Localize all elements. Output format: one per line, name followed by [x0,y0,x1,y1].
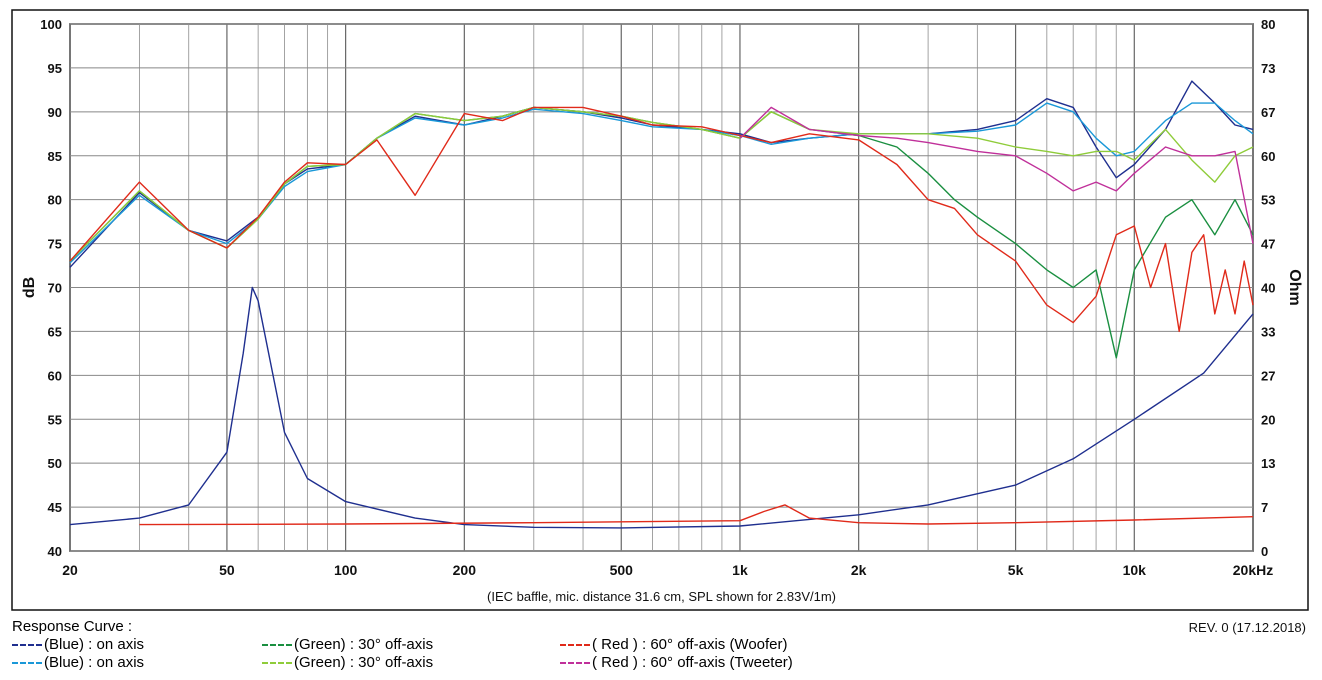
series-line-6 [69,286,1254,529]
y-tick-label: 100 [40,17,62,32]
x-tick-label: 2k [851,562,867,578]
y2-tick-label: 0 [1261,544,1268,559]
y2-tick-label: 47 [1261,237,1275,252]
y2-tick-label: 20 [1261,412,1275,427]
y2-tick-label: 67 [1261,105,1275,120]
x-tick-label: 500 [610,562,634,578]
y2-tick-label: 13 [1261,456,1275,471]
legend-item: (Green) : 30° off-axis [262,654,433,671]
x-tick-label: 5k [1008,562,1024,578]
x-tick-label: 100 [334,562,358,578]
x-tick-label: 20kHz [1233,562,1273,578]
legend-item: (Blue) : on axis [12,654,144,671]
frequency-response-chart: 40 45 50 55 60 65 70 75 80 85 90 95 100 0 7 13 20 27 33 40 4… [11,9,1309,611]
legend-swatch [12,661,42,664]
legend-item: (Blue) : on axis [12,636,144,653]
legend-swatch [262,643,292,646]
y-tick-label: 70 [48,281,62,296]
y-tick-label: 50 [48,456,62,471]
series-line-7 [139,504,1254,526]
y2-tick-label: 73 [1261,61,1275,76]
legend-swatch [560,643,590,646]
x-tick-label: 20 [62,562,78,578]
y-tick-label: 45 [48,500,62,515]
y2-tick-label: 60 [1261,149,1275,164]
y-tick-label: 65 [48,324,62,339]
legend-title: Response Curve : [12,618,133,635]
y2-tick-label: 7 [1261,500,1268,515]
y-tick-label: 55 [48,412,62,427]
series-line-3 [69,106,1254,262]
y-tick-label: 85 [48,149,62,164]
y-tick-label: 60 [48,368,62,383]
legend-swatch [262,661,292,664]
chart-annotation: (IEC baffle, mic. distance 31.6 cm, SPL … [487,589,836,604]
y2-tick-label: 80 [1261,17,1275,32]
legend-label: (Blue) : on axis [44,636,145,653]
x-tick-label: 10k [1123,562,1147,578]
series-line-4 [69,106,1254,333]
legend-label: ( Red ) : 60° off-axis (Tweeter) [592,654,793,671]
legend-item: (Green) : 30° off-axis [262,636,433,653]
legend-label: ( Red ) : 60° off-axis (Woofer) [592,636,788,653]
legend-item: ( Red ) : 60° off-axis (Woofer) [560,636,788,653]
y-tick-label: 75 [48,237,62,252]
revision-label: REV. 0 (17.12.2018) [1188,620,1306,635]
y-tick-label: 40 [48,544,62,559]
legend-label: (Green) : 30° off-axis [294,636,434,653]
x-tick-label: 200 [453,562,477,578]
y-tick-label: 95 [48,61,62,76]
y-tick-label: 90 [48,105,62,120]
x-tick-label: 1k [732,562,748,578]
y2-axis-label: Ohm [1286,269,1303,305]
series-line-5 [739,106,1254,244]
legend-swatch [12,643,42,646]
legend-label: (Blue) : on axis [44,654,145,671]
y2-tick-label: 40 [1261,281,1275,296]
y-axis-label: dB [21,277,38,298]
y2-tick-label: 27 [1261,368,1275,383]
y2-tick-label: 33 [1261,324,1275,339]
series-line-1 [69,102,1254,264]
legend-label: (Green) : 30° off-axis [294,654,434,671]
legend-swatch [560,661,590,664]
x-tick-label: 50 [219,562,235,578]
chart-frame [11,9,1309,611]
y-tick-label: 80 [48,193,62,208]
legend-item: ( Red ) : 60° off-axis (Tweeter) [560,654,793,671]
y2-tick-label: 53 [1261,193,1275,208]
